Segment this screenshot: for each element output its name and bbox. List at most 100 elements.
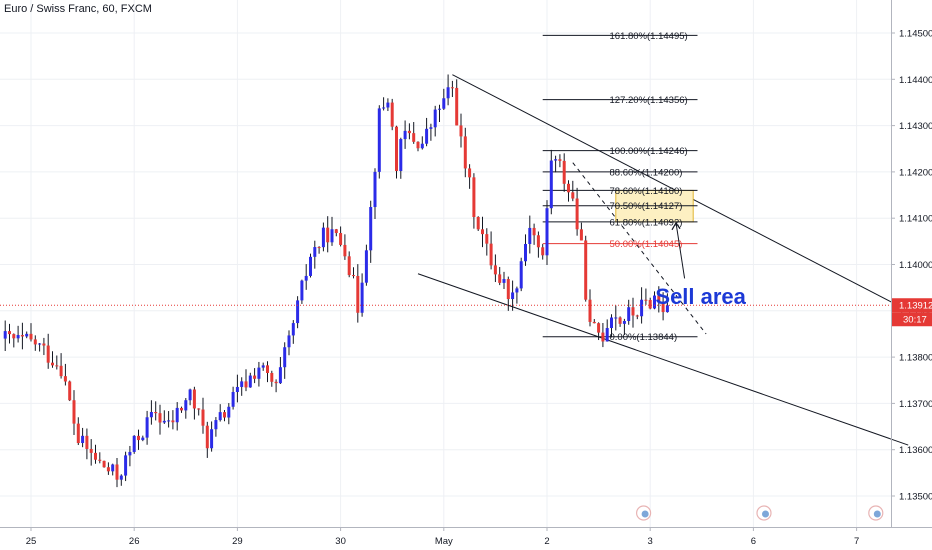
candle-up [227, 406, 231, 418]
candle-down [343, 244, 347, 257]
candle-up [377, 108, 381, 172]
candle-up [248, 375, 252, 388]
time-tick-label: 7 [854, 536, 859, 547]
candle-up [128, 451, 132, 456]
countdown-tag-bg [892, 312, 932, 327]
sell-area-label: Sell area [655, 284, 746, 309]
candle-down [588, 299, 592, 322]
candle-up [511, 292, 515, 300]
candle-up [287, 335, 291, 348]
candle-down [472, 177, 476, 218]
time-tick-label: May [435, 536, 453, 547]
candle-down [541, 247, 545, 256]
current-price-value: 1.13912 [899, 301, 932, 312]
event-marker-flag [635, 505, 652, 521]
candle-down [481, 229, 484, 235]
event-marker-icon [762, 510, 769, 518]
candle-up [545, 208, 549, 256]
candle-up [614, 317, 618, 319]
candle-down [476, 217, 480, 230]
candle-up [257, 367, 261, 379]
candle-up [399, 139, 403, 172]
time-tick-label: 30 [335, 536, 346, 547]
candle-down [558, 159, 562, 161]
candle-up [313, 247, 317, 257]
fib-level-label: 88.60%(1.14200) [610, 167, 683, 178]
candle-up [145, 417, 149, 438]
candle-down [352, 275, 355, 277]
candle-up [231, 392, 235, 407]
candle-down [51, 362, 54, 366]
candle-up [141, 437, 145, 441]
candle-up [309, 256, 312, 276]
candle-down [12, 334, 16, 339]
candle-up [610, 317, 613, 329]
candle-up [640, 299, 644, 317]
candle-up [438, 108, 441, 110]
event-markers[interactable] [635, 505, 884, 521]
candle-down [416, 141, 420, 149]
candle-down [567, 183, 570, 193]
chart-title: Euro / Swiss Franc, 60, FXCM [4, 3, 152, 15]
candle-up [369, 207, 373, 251]
candle-down [395, 126, 398, 172]
candle-down [584, 240, 588, 300]
time-tick-label: 6 [751, 536, 756, 547]
candle-up [149, 412, 153, 418]
candle-down [450, 87, 454, 89]
candle-up [515, 288, 519, 293]
candle-down [205, 425, 209, 449]
candle-down [347, 256, 351, 276]
candle-down [485, 234, 489, 244]
fib-level-label: 70.50%(1.14127) [610, 201, 683, 212]
candle-down [592, 321, 596, 324]
fibonacci-levels: 161.80%(1.14495) 127.20%(1.14356) 100.00%(… [542, 31, 698, 343]
sell-arrow-shaft [675, 222, 686, 279]
candle-down [102, 460, 106, 468]
candle-up [364, 250, 368, 283]
candle-down [72, 400, 76, 424]
time-tick-label: 25 [26, 536, 37, 547]
candle-down [468, 168, 472, 178]
candle-up [175, 407, 179, 423]
candle-up [111, 464, 115, 472]
candle-up [240, 381, 244, 387]
price-tick-label: 1.14500 [899, 29, 932, 40]
candle-down [94, 452, 97, 460]
candle-down [644, 299, 648, 301]
candle-down [98, 459, 102, 461]
fib-level-label: 61.80%(1.14092) [610, 217, 683, 228]
candle-up [218, 412, 222, 421]
candle-up [321, 227, 325, 248]
countdown-value: 30:17 [903, 315, 927, 326]
price-tick-label: 1.13700 [899, 399, 932, 410]
candle-up [330, 229, 334, 243]
chart-grid [0, 0, 891, 527]
candle-up [184, 400, 188, 411]
candle-down [463, 136, 467, 169]
candle-down [171, 420, 175, 423]
candle-down [274, 381, 278, 384]
candle-down [631, 307, 635, 316]
candle-up [605, 328, 609, 342]
event-marker-flag [868, 505, 884, 521]
candle-down [597, 323, 601, 333]
candle-down [601, 332, 605, 342]
candle-up [25, 333, 29, 337]
candle-up [38, 343, 42, 345]
candle-down [158, 413, 162, 423]
time-axis[interactable]: 25 26 29 30 May 2 3 6 7 [0, 527, 932, 547]
time-tick-label: 2 [544, 536, 549, 547]
candle-down [493, 265, 497, 275]
candle-down [154, 412, 158, 414]
candle-up [81, 435, 85, 444]
event-marker-icon [873, 510, 881, 518]
price-tick-label: 1.13500 [899, 492, 932, 503]
candle-down [192, 389, 196, 409]
candle-down [571, 192, 575, 199]
countdown-tag: 30:17 [892, 312, 932, 327]
price-axis[interactable]: 1.14500 1.14400 1.14300 1.14200 1.14100 1.140… [891, 0, 932, 527]
candle-down [635, 315, 639, 317]
candle-down [223, 412, 226, 418]
